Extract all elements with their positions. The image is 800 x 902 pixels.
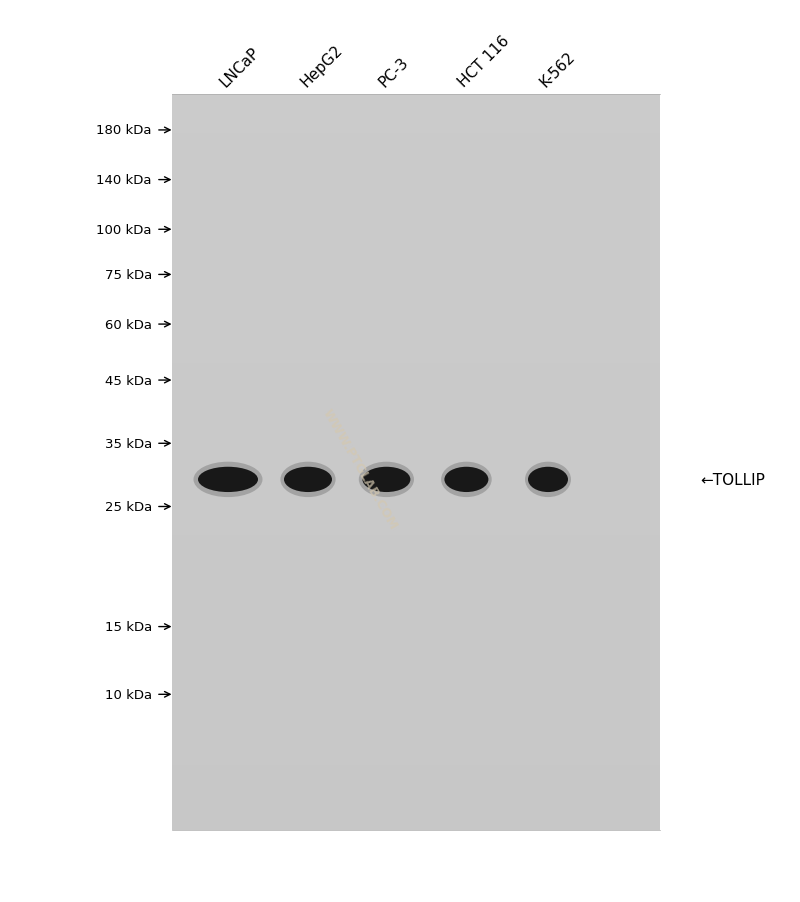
Ellipse shape [528, 467, 568, 492]
Text: 60 kDa: 60 kDa [105, 318, 152, 331]
Text: 140 kDa: 140 kDa [97, 174, 152, 187]
Text: 100 kDa: 100 kDa [97, 224, 152, 236]
Text: WWW.PTGLAB.COM: WWW.PTGLAB.COM [320, 407, 400, 531]
Text: 180 kDa: 180 kDa [97, 124, 152, 137]
Ellipse shape [358, 462, 414, 498]
Text: HCT 116: HCT 116 [456, 33, 513, 90]
Text: PC-3: PC-3 [376, 55, 411, 90]
Ellipse shape [441, 462, 492, 498]
Ellipse shape [280, 462, 336, 498]
Ellipse shape [284, 467, 332, 492]
Text: HepG2: HepG2 [298, 42, 345, 90]
FancyBboxPatch shape [172, 95, 660, 830]
Text: K-562: K-562 [538, 50, 578, 90]
Ellipse shape [445, 467, 488, 492]
Text: 35 kDa: 35 kDa [105, 437, 152, 450]
Text: 45 kDa: 45 kDa [105, 374, 152, 387]
Text: 10 kDa: 10 kDa [105, 688, 152, 701]
Text: ←TOLLIP: ←TOLLIP [700, 473, 765, 487]
Text: LNCaP: LNCaP [218, 45, 262, 90]
Ellipse shape [362, 467, 410, 492]
Text: 15 kDa: 15 kDa [105, 621, 152, 633]
Ellipse shape [194, 462, 262, 498]
Ellipse shape [525, 462, 571, 498]
Text: 25 kDa: 25 kDa [105, 501, 152, 513]
Text: 75 kDa: 75 kDa [105, 269, 152, 281]
Ellipse shape [198, 467, 258, 492]
